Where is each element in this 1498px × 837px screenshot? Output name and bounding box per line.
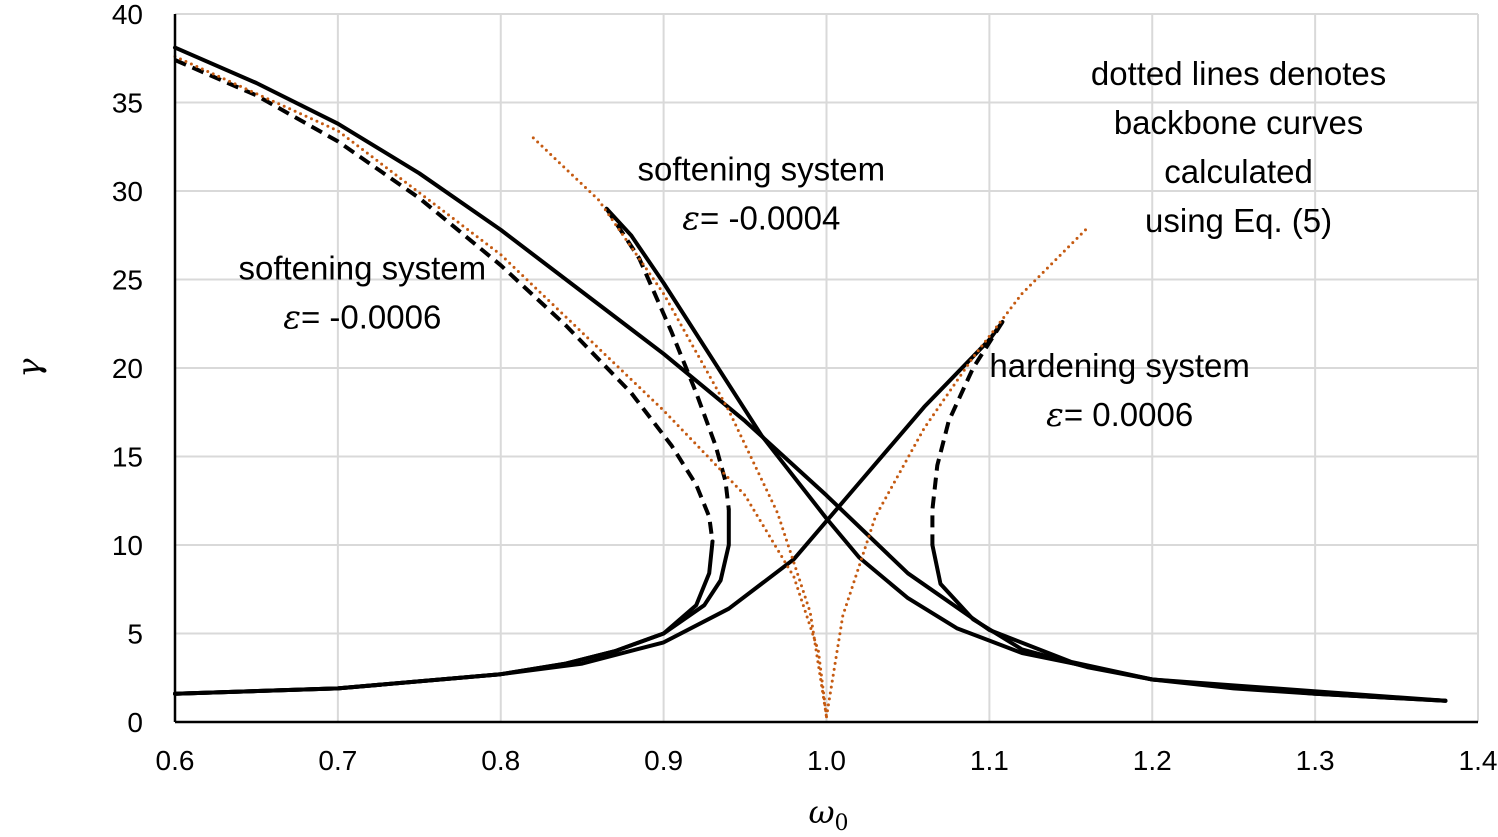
response-curve [173, 507, 731, 696]
annotation-line: hardening system [989, 347, 1249, 384]
unstable-branch-line [930, 320, 1005, 545]
x-tick-label: 0.7 [318, 745, 357, 776]
x-tick-label: 0.9 [644, 745, 683, 776]
annotation-line: softening system [238, 250, 486, 287]
grid [175, 13, 1479, 722]
annotation-line: ε= 0.0006 [1046, 395, 1193, 434]
y-tick-label: 35 [112, 88, 143, 119]
axes [173, 14, 1478, 724]
annotation-line: ε= -0.0004 [682, 198, 840, 237]
annotation-line: ε= -0.0006 [283, 298, 441, 337]
annotation-line: backbone curves [1114, 104, 1363, 141]
annotation-value: = -0.0006 [301, 299, 441, 336]
epsilon-symbol: ε [1046, 395, 1064, 434]
y-tick-label: 15 [112, 442, 143, 473]
x-axis-label-subscript: 0 [835, 811, 849, 836]
backbone-curve [173, 55, 828, 719]
response-curve [930, 543, 1448, 703]
annotation-line: dotted lines denotes [1091, 55, 1386, 92]
annotation: softening system ε= -0.0006 [238, 250, 486, 337]
y-tick-label: 10 [112, 530, 143, 561]
y-tick-label: 5 [127, 619, 143, 650]
x-tick-label: 1.4 [1459, 745, 1498, 776]
annotation: dotted lines denotes backbone curves calcu… [1091, 55, 1386, 239]
x-tick-label: 1.1 [970, 745, 1009, 776]
epsilon-symbol: ε [682, 198, 700, 237]
epsilon-symbol: ε [283, 298, 301, 337]
y-tick-label: 25 [112, 265, 143, 296]
y-tick-label: 0 [127, 707, 143, 738]
backbone-curve [825, 226, 1089, 719]
x-axis-label: ω0 [808, 793, 848, 836]
x-tick-label: 0.8 [481, 745, 520, 776]
response-curve [604, 206, 1448, 703]
annotation-line: using Eq. (5) [1145, 202, 1332, 239]
backbone-curve [531, 136, 828, 719]
annotation-line: calculated [1164, 153, 1313, 190]
tick-labels: 0.6 0.7 0.8 0.9 1.0 1.1 1.2 1.3 1.4 0 5 10 15 20 25 30 3… [112, 0, 1498, 776]
annotation-value: = 0.0006 [1064, 396, 1193, 433]
response-curve [173, 320, 1005, 696]
annotation: hardening system ε= 0.0006 [989, 347, 1249, 434]
y-tick-label: 40 [112, 0, 143, 30]
x-tick-label: 1.3 [1296, 745, 1335, 776]
unstable-branch-line [174, 58, 715, 542]
x-tick-label: 1.0 [807, 745, 846, 776]
x-axis-label-main: ω [808, 793, 834, 831]
series-layer [173, 45, 1448, 719]
x-tick-label: 1.2 [1133, 745, 1172, 776]
y-tick-label: 20 [112, 353, 143, 384]
response-curve [173, 45, 1448, 703]
response-curve [173, 539, 715, 696]
annotation: softening system ε= -0.0004 [638, 150, 886, 237]
y-tick-label: 30 [112, 176, 143, 207]
annotation-line: softening system [638, 150, 886, 187]
annotation-value: = -0.0004 [700, 199, 840, 236]
y-axis-label: γ [10, 358, 48, 378]
x-tick-label: 0.6 [156, 745, 195, 776]
